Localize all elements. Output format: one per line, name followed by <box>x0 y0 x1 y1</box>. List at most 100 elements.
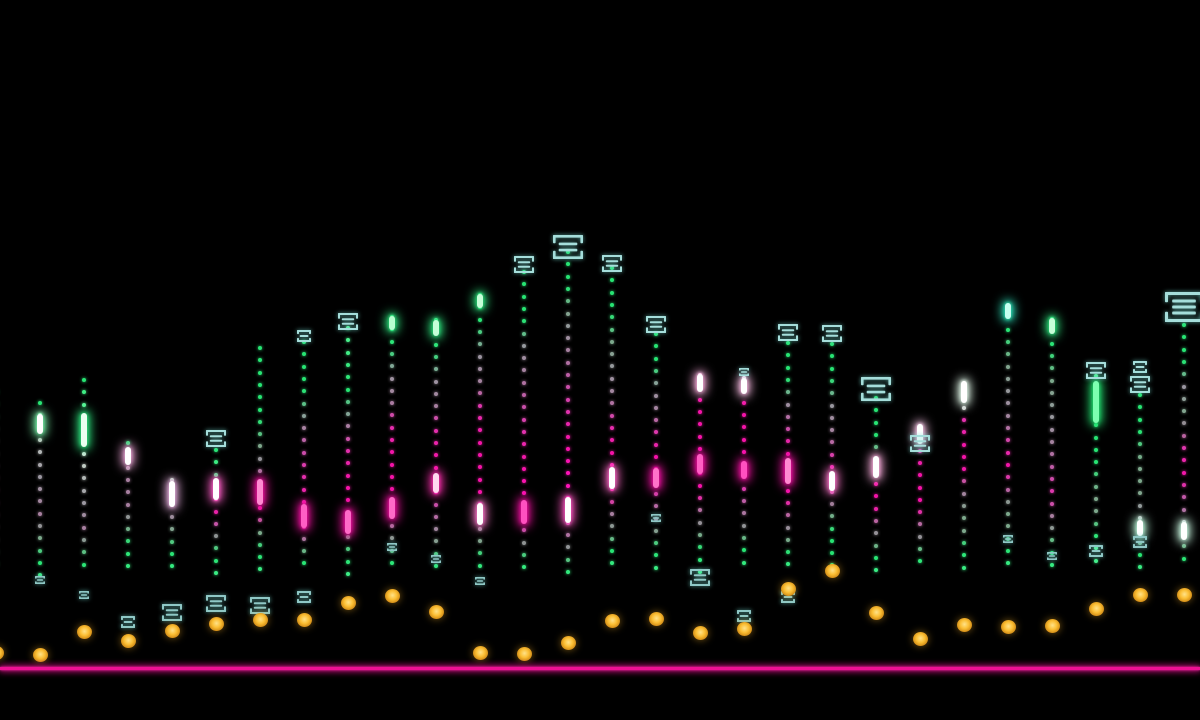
column-dot <box>1094 447 1098 452</box>
column-dot <box>478 526 482 531</box>
column-dot <box>522 552 526 557</box>
column-dot <box>654 344 658 349</box>
column-dot <box>654 356 658 361</box>
stack-bracket-icon <box>1130 375 1150 393</box>
column-dot <box>654 455 658 459</box>
column-dot <box>302 364 306 369</box>
column-dot <box>522 454 526 459</box>
column-dot <box>610 352 614 357</box>
column-dot <box>1050 415 1054 420</box>
column-dot <box>1182 495 1186 500</box>
glow-capsule <box>741 378 747 394</box>
column-dot <box>742 400 746 405</box>
column-dot <box>610 462 614 467</box>
column-dot <box>566 545 570 550</box>
orange-dot <box>428 605 444 619</box>
column-dot <box>390 364 394 369</box>
column-dot <box>874 396 878 400</box>
stack-bracket-icon <box>1133 361 1147 373</box>
column-dot <box>214 509 218 514</box>
column-dot <box>258 567 262 572</box>
column-dot <box>522 380 526 385</box>
column-dot <box>258 542 262 547</box>
column-dot <box>258 419 262 424</box>
column-dot <box>566 373 570 377</box>
column-dot <box>126 527 130 532</box>
column-dot <box>742 437 746 442</box>
column-dot <box>786 488 790 493</box>
column-dot <box>1006 561 1010 566</box>
column-dot <box>258 469 262 473</box>
column-dot <box>302 561 306 566</box>
column-dot <box>610 524 614 529</box>
orange-dot <box>956 618 972 632</box>
column-dot <box>1182 384 1186 389</box>
column-dot <box>1006 475 1010 480</box>
column-dot <box>1050 489 1054 494</box>
column-dot <box>1006 549 1010 553</box>
column-dot <box>478 489 482 494</box>
column-dot <box>742 523 746 528</box>
column-dot <box>478 329 482 334</box>
column-dot <box>434 453 438 458</box>
column-dot <box>346 350 350 355</box>
column-dot <box>1050 440 1054 444</box>
column-dot <box>654 368 658 373</box>
stack-mark-icon <box>297 591 311 603</box>
column-dot <box>1094 460 1098 465</box>
glow-capsule <box>697 374 703 392</box>
column-dot <box>214 546 218 551</box>
column-dot <box>82 501 86 505</box>
column-dot <box>258 346 262 350</box>
column-dot <box>566 397 570 402</box>
column-dot <box>1006 389 1010 394</box>
column-dot <box>786 365 790 370</box>
column-dot <box>522 429 526 434</box>
column-dot <box>1006 426 1010 430</box>
column-dot <box>698 496 702 500</box>
column-dot <box>654 442 658 447</box>
column-dot <box>698 545 702 550</box>
column-dot <box>126 502 130 507</box>
column-dot <box>654 491 658 496</box>
column-dot <box>610 536 614 541</box>
column-dot <box>654 553 658 558</box>
column-dot <box>1138 565 1142 570</box>
column-dot <box>522 331 526 336</box>
column-dot <box>434 465 438 470</box>
stack-bracket-icon <box>514 255 534 273</box>
column-dot <box>566 446 570 451</box>
column-dot <box>82 513 86 518</box>
column-dot <box>522 466 526 471</box>
stack-bracket-icon <box>1165 292 1200 322</box>
glow-capsule <box>213 478 219 500</box>
column-dot <box>786 341 790 345</box>
column-dot <box>1182 347 1186 352</box>
column-dot <box>962 504 966 508</box>
column-dot <box>1050 464 1054 469</box>
column-dot <box>566 250 570 254</box>
orange-dot <box>1000 620 1016 634</box>
column-dot <box>610 487 614 492</box>
column-dot <box>830 526 834 531</box>
column-dot <box>346 485 350 490</box>
column-dot <box>126 477 130 482</box>
column-dot <box>1182 409 1186 414</box>
column-dot <box>786 414 790 419</box>
column-dot <box>918 510 922 515</box>
column-dot <box>786 500 790 505</box>
column-dot <box>434 441 438 445</box>
column-dot <box>786 377 790 382</box>
column-dot <box>434 551 438 556</box>
column-dot <box>1050 538 1054 543</box>
stack-bracket-icon <box>602 254 622 272</box>
column-dot <box>830 415 834 420</box>
orange-dot <box>648 612 664 626</box>
glow-capsule <box>917 424 923 444</box>
column-dot <box>566 471 570 476</box>
column-dot <box>214 448 218 452</box>
column-dot <box>698 483 702 488</box>
column-dot <box>610 548 614 553</box>
column-dot <box>390 376 394 381</box>
column-dot <box>390 339 394 344</box>
